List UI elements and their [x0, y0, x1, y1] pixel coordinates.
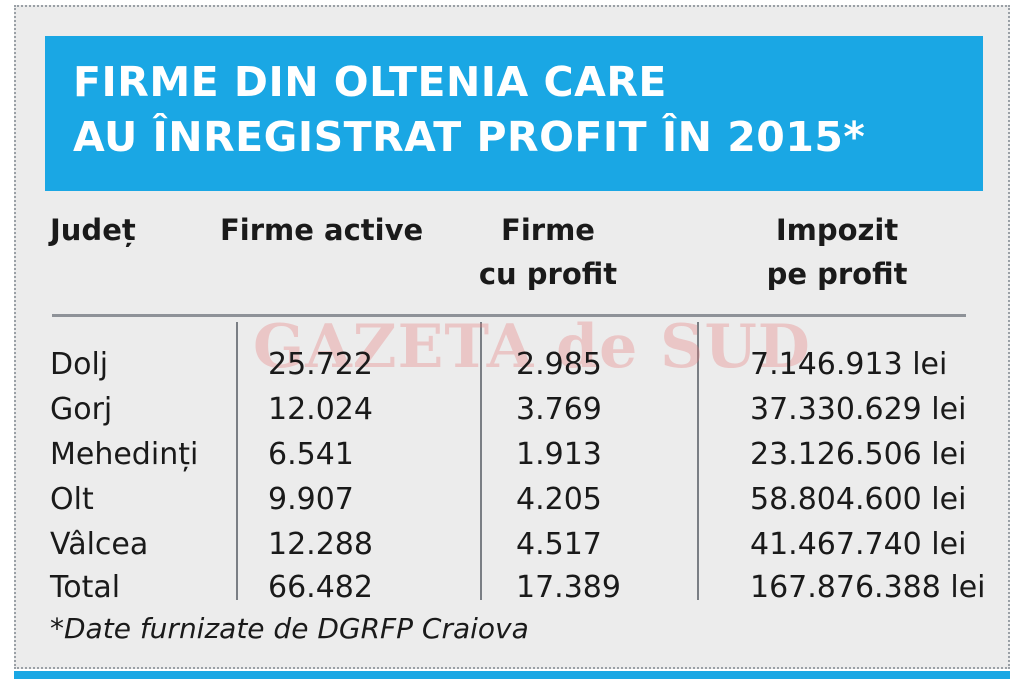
cell-active: 25.722	[268, 347, 373, 382]
source-footnote: *Date furnizate de DGRFP Craiova	[50, 612, 529, 645]
column-divider-3	[697, 322, 699, 600]
header-judet-text: Județ	[50, 213, 136, 247]
cell-judet: Vâlcea	[50, 527, 149, 562]
cell-judet-total: Total	[50, 570, 121, 605]
title-line-1: FIRME DIN OLTENIA CARE	[73, 58, 667, 106]
cell-impozit: 23.126.506 lei	[750, 437, 967, 472]
cell-profit: 3.769	[516, 392, 602, 427]
header-firme-active-text: Firme active	[220, 213, 424, 247]
bottom-accent-bar	[14, 671, 1010, 679]
header-divider	[52, 314, 966, 317]
header-judet: Județ	[50, 208, 136, 252]
header-firme-cu-profit-line2: cu profit	[478, 257, 618, 291]
cell-active: 12.288	[268, 527, 373, 562]
cell-impozit: 37.330.629 lei	[750, 392, 967, 427]
column-divider-1	[236, 322, 238, 600]
header-impozit-line2: pe profit	[766, 257, 908, 291]
cell-impozit-total: 167.876.388 lei	[750, 570, 986, 605]
cell-impozit: 58.804.600 lei	[750, 482, 967, 517]
cell-profit-total: 17.389	[516, 570, 621, 605]
cell-judet: Olt	[50, 482, 94, 517]
cell-profit: 4.205	[516, 482, 602, 517]
cell-active: 12.024	[268, 392, 373, 427]
header-firme-active: Firme active	[220, 208, 423, 252]
header-firme-cu-profit-line1: Firme	[501, 213, 595, 247]
cell-profit: 1.913	[516, 437, 602, 472]
watermark-logo: GAZETA de SUD	[253, 312, 811, 382]
cell-judet: Mehedinți	[50, 437, 199, 472]
column-divider-2	[480, 322, 482, 600]
header-impozit-pe-profit: Impozit pe profit	[752, 208, 922, 296]
cell-profit: 4.517	[516, 527, 602, 562]
cell-profit: 2.985	[516, 347, 602, 382]
cell-impozit: 7.146.913 lei	[750, 347, 948, 382]
cell-judet: Dolj	[50, 347, 109, 382]
header-impozit-line1: Impozit	[775, 213, 899, 247]
title-line-2: AU ÎNREGISTRAT PROFIT ÎN 2015*	[73, 113, 866, 161]
title-banner: FIRME DIN OLTENIA CARE AU ÎNREGISTRAT PR…	[45, 36, 983, 191]
header-firme-cu-profit: Firme cu profit	[468, 208, 628, 296]
cell-impozit: 41.467.740 lei	[750, 527, 967, 562]
cell-active: 6.541	[268, 437, 354, 472]
cell-active: 9.907	[268, 482, 354, 517]
cell-judet: Gorj	[50, 392, 113, 427]
cell-active-total: 66.482	[268, 570, 373, 605]
